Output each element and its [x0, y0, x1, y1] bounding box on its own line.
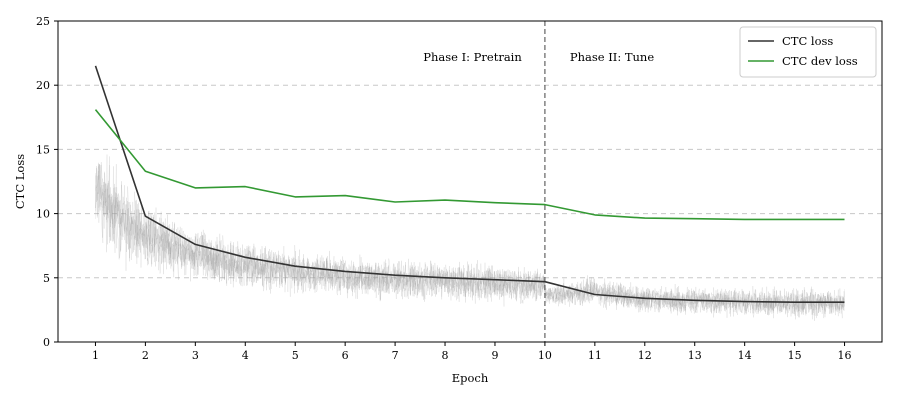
x-tick-label: 1 — [92, 349, 99, 362]
x-tick-label: 4 — [242, 349, 249, 362]
x-axis-label: Epoch — [452, 371, 489, 385]
grid-layer — [58, 84, 882, 279]
series-line-ctc-loss — [94, 65, 845, 304]
raw-batch-loss-trace — [95, 156, 845, 319]
phase-annotation-1: Phase I: Pretrain — [423, 50, 522, 64]
x-tick-label: 9 — [491, 349, 498, 362]
plot-frame — [57, 20, 883, 343]
axes-layer: 1 2 3 4 5 6 7 8 9 10 11 12 13 14 15 160510152025EpochCT… — [13, 15, 883, 385]
x-tick-label: 13 — [688, 349, 702, 362]
x-tick-label: 3 — [192, 349, 199, 362]
raw-batch-loss-trace — [95, 166, 845, 318]
x-tick-label: 5 — [292, 349, 299, 362]
legend-entry-label: CTC dev loss — [782, 54, 858, 68]
y-tick-label: 20 — [36, 79, 50, 92]
x-tick-label: 12 — [638, 349, 652, 362]
raw-batch-loss-trace — [95, 154, 845, 320]
legend-box — [739, 26, 877, 78]
x-tick-label: 16 — [838, 349, 852, 362]
x-tick-label: 14 — [738, 349, 752, 362]
raw-batch-loss-trace — [95, 162, 845, 320]
raw-batch-loss-trace — [95, 164, 845, 321]
y-tick-label: 10 — [36, 208, 50, 221]
x-tick-label: 6 — [342, 349, 349, 362]
y-tick-label: 25 — [36, 15, 50, 28]
x-tick-label: 7 — [392, 349, 399, 362]
x-tick-label: 15 — [788, 349, 802, 362]
phase-annotation-2: Phase II: Tune — [570, 50, 654, 64]
y-tick-label: 0 — [43, 336, 50, 349]
x-tick-label: 11 — [588, 349, 602, 362]
y-axis-label: CTC Loss — [13, 154, 27, 209]
series-layer — [94, 65, 845, 304]
y-tick-label: 15 — [36, 143, 50, 156]
annotation-layer: Phase I: Pretrain Phase II: Tune — [423, 50, 654, 64]
series-line-ctc-dev-loss — [94, 109, 845, 221]
x-tick-label: 10 — [538, 349, 552, 362]
legend-entry-label: CTC loss — [782, 34, 833, 48]
x-tick-label: 8 — [442, 349, 449, 362]
y-tick-label: 5 — [43, 272, 50, 285]
raw-batch-loss-traces — [95, 154, 845, 321]
x-tick-label: 2 — [142, 349, 149, 362]
legend: CTC loss CTC dev loss — [739, 26, 877, 78]
